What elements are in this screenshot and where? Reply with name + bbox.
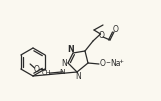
- Text: N: N: [75, 72, 81, 81]
- Text: O: O: [34, 65, 40, 74]
- Text: CH: CH: [42, 70, 52, 76]
- Text: O: O: [100, 59, 106, 68]
- Text: N: N: [61, 59, 67, 68]
- Text: Na: Na: [111, 59, 121, 68]
- Text: −: −: [105, 59, 110, 64]
- Text: N: N: [68, 45, 74, 54]
- Text: O: O: [113, 25, 119, 35]
- Text: +: +: [118, 59, 123, 64]
- Text: N: N: [59, 69, 65, 75]
- Text: O: O: [99, 31, 105, 40]
